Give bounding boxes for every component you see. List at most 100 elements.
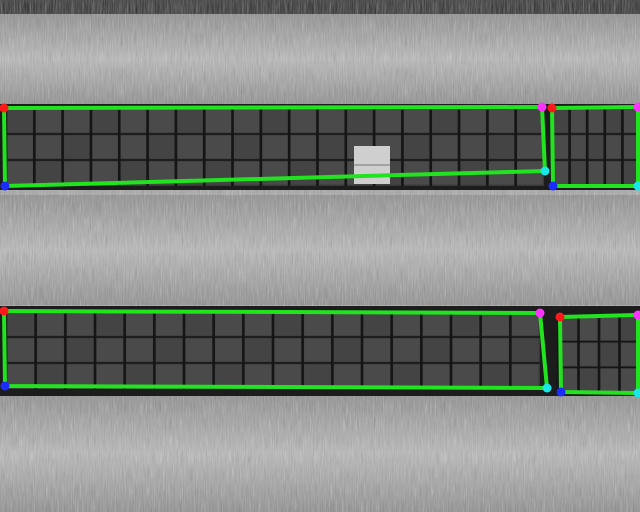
- panel-cell: [376, 110, 401, 133]
- panel-cell: [571, 110, 586, 133]
- panel-cell: [453, 339, 480, 362]
- panel-cell: [121, 136, 146, 159]
- panel-cell: [621, 318, 639, 341]
- panel-cell: [156, 365, 183, 388]
- panel-cell: [589, 110, 604, 133]
- panel-cell: [482, 365, 509, 388]
- panel-cell: [262, 136, 287, 159]
- panel-cell: [291, 162, 316, 185]
- panel-cell: [37, 313, 64, 336]
- panel-cell: [621, 343, 639, 366]
- panel-cell: [275, 365, 302, 388]
- panel-cell: [36, 136, 61, 159]
- panel-cell: [121, 110, 146, 133]
- panel-cell: [589, 136, 604, 159]
- panel-cell: [423, 365, 450, 388]
- panel-cell: [334, 365, 361, 388]
- upper-right-array: [552, 108, 640, 186]
- panel-cell: [404, 136, 429, 159]
- panel-cell: [601, 343, 619, 366]
- panel-cell: [92, 110, 117, 133]
- panel-cell: [432, 136, 457, 159]
- panel-cell: [393, 365, 420, 388]
- panel-cell: [571, 162, 586, 185]
- panel-cell: [8, 110, 33, 133]
- panel-cell: [606, 136, 621, 159]
- panel-cell: [453, 365, 480, 388]
- panel-cell: [245, 313, 272, 336]
- corner-top-right-marker: [538, 103, 547, 112]
- panel-cell: [512, 313, 539, 336]
- corner-bottom-right-marker: [541, 167, 550, 176]
- panel-cell: [489, 136, 514, 159]
- panel-cell: [601, 318, 619, 341]
- panel-cell: [262, 110, 287, 133]
- panel-cell: [64, 110, 89, 133]
- panel-cell: [512, 339, 539, 362]
- corner-top-left-marker: [548, 104, 557, 113]
- panel-cell: [347, 110, 372, 133]
- panel-cell: [126, 365, 153, 388]
- panel-cell: [423, 339, 450, 362]
- corner-top-left-marker: [556, 313, 565, 322]
- panel-cell: [517, 136, 542, 159]
- panel-cell: [291, 110, 316, 133]
- corner-top-right-marker: [536, 309, 545, 318]
- panel-cell: [245, 339, 272, 362]
- panel-cell: [393, 339, 420, 362]
- corner-bottom-left-marker: [1, 182, 10, 191]
- panel-cell: [554, 162, 569, 185]
- lower-left-array: [6, 311, 540, 389]
- panel-cell: [334, 313, 361, 336]
- panel-cell: [404, 110, 429, 133]
- panel-cell: [206, 136, 231, 159]
- panel-cell: [126, 313, 153, 336]
- panel-cell: [186, 313, 213, 336]
- panel-cell: [606, 110, 621, 133]
- panel-cell: [432, 110, 457, 133]
- panel-cell: [177, 136, 202, 159]
- panel-cell: [37, 339, 64, 362]
- panel-cell: [234, 136, 259, 159]
- panel-cell: [606, 162, 621, 185]
- panel-cell: [580, 318, 598, 341]
- panel-cell: [97, 313, 124, 336]
- panel-cell: [482, 339, 509, 362]
- panel-cell: [36, 110, 61, 133]
- panel-cell: [364, 313, 391, 336]
- panel-cell: [393, 313, 420, 336]
- panel-cell: [319, 136, 344, 159]
- panel-cell: [364, 339, 391, 362]
- panel-cell: [64, 136, 89, 159]
- panel-cell: [453, 313, 480, 336]
- panel-cell: [601, 369, 619, 392]
- panel-cell: [364, 365, 391, 388]
- panel-cell: [304, 339, 331, 362]
- panel-cell: [97, 365, 124, 388]
- panel-cell: [554, 136, 569, 159]
- panel-cell: [304, 313, 331, 336]
- panel-cell: [304, 365, 331, 388]
- panel-cell: [8, 339, 35, 362]
- panel-cell: [97, 339, 124, 362]
- panel-cell: [262, 162, 287, 185]
- panel-cell: [554, 110, 569, 133]
- panel-cell: [580, 369, 598, 392]
- corner-bottom-right-marker: [543, 384, 552, 393]
- panel-cell: [245, 365, 272, 388]
- panel-cell: [512, 365, 539, 388]
- corner-bottom-left-marker: [1, 382, 10, 391]
- panel-cell: [589, 162, 604, 185]
- panel-cell: [275, 339, 302, 362]
- panel-cell: [234, 110, 259, 133]
- panel-cell: [215, 365, 242, 388]
- panel-cell: [186, 365, 213, 388]
- panel-cell: [149, 136, 174, 159]
- panel-cell: [215, 339, 242, 362]
- panel-cell: [489, 110, 514, 133]
- panel-cell: [8, 313, 35, 336]
- panel-cell: [461, 136, 486, 159]
- panel-cell: [275, 313, 302, 336]
- panel-cell: [156, 313, 183, 336]
